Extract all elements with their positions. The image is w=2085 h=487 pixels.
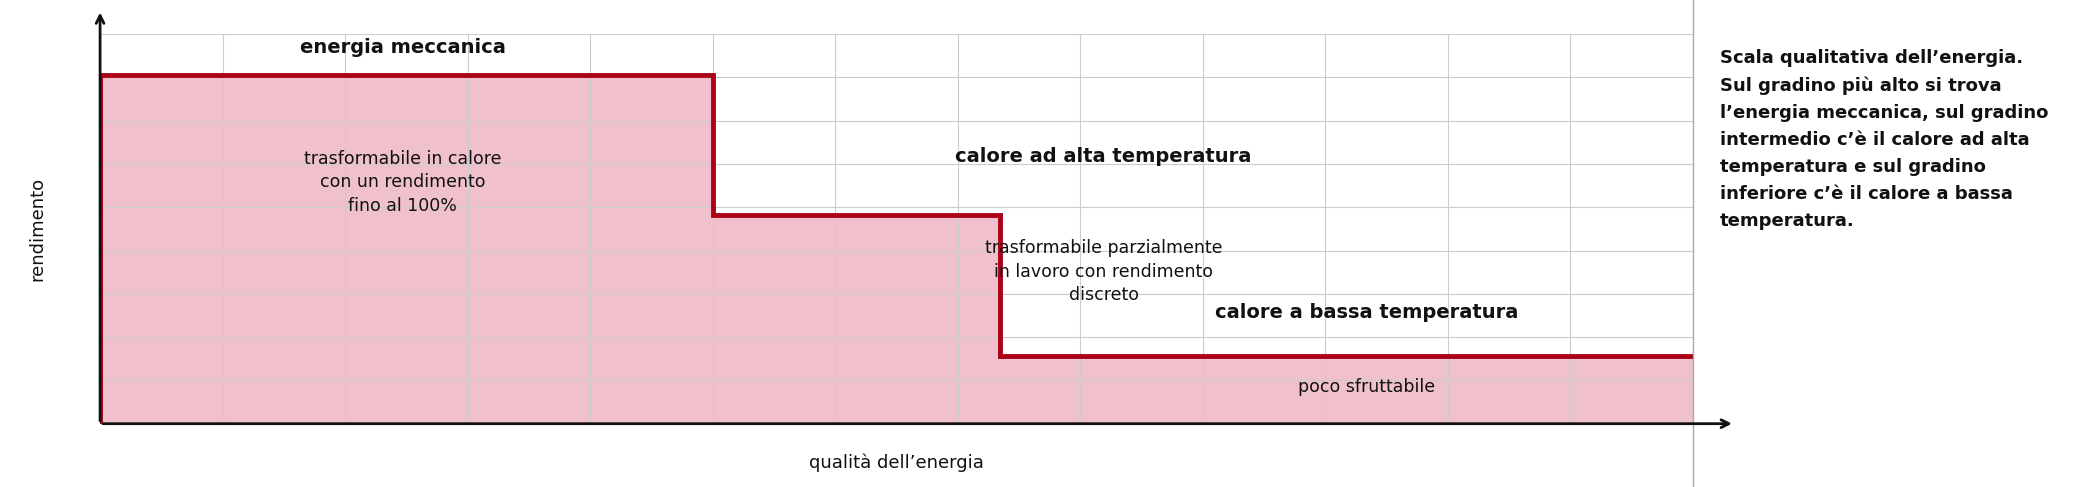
Text: rendimento: rendimento — [29, 177, 46, 281]
Text: calore ad alta temperatura: calore ad alta temperatura — [955, 147, 1251, 167]
Text: poco sfruttabile: poco sfruttabile — [1297, 378, 1434, 395]
Text: Scala qualitativa dell’energia.
Sul gradino più alto si trova
l’energia meccanic: Scala qualitativa dell’energia. Sul grad… — [1720, 49, 2047, 230]
Text: trasformabile in calore
con un rendimento
fino al 100%: trasformabile in calore con un rendiment… — [304, 150, 502, 215]
Text: trasformabile parzialmente
in lavoro con rendimento
discreto: trasformabile parzialmente in lavoro con… — [984, 239, 1222, 304]
Text: calore a bassa temperatura: calore a bassa temperatura — [1216, 303, 1518, 322]
Polygon shape — [100, 75, 1693, 424]
Text: energia meccanica: energia meccanica — [300, 38, 507, 57]
Text: qualità dell’energia: qualità dell’energia — [809, 454, 984, 472]
